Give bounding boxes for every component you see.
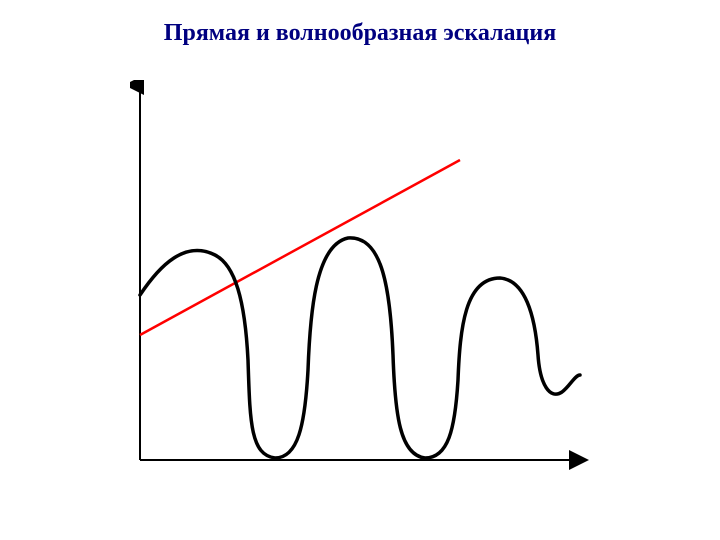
straight-escalation-line <box>140 160 460 335</box>
chart-title: Прямая и волнообразная эскалация <box>0 20 720 47</box>
title-text: Прямая и волнообразная эскалация <box>164 20 556 46</box>
escalation-diagram <box>130 80 590 470</box>
wave-escalation-line <box>140 238 580 458</box>
